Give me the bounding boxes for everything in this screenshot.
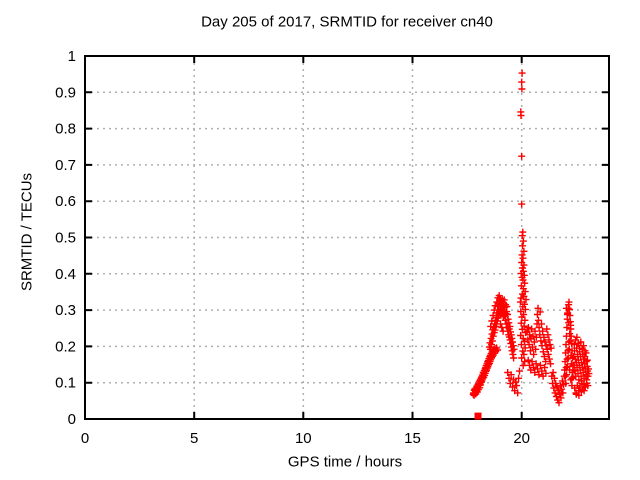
y-tick-label: 0	[68, 411, 76, 428]
plus-markers	[469, 69, 593, 407]
y-tick-label: 0.1	[55, 375, 76, 392]
y-tick-label: 0.4	[55, 266, 76, 283]
x-axis-label: GPS time / hours	[287, 453, 403, 471]
y-tick-label: 0.6	[55, 193, 76, 210]
scatter-points	[469, 69, 593, 420]
x-tick-label: 20	[513, 430, 530, 447]
x-tick-label: 10	[295, 430, 312, 447]
grid-lines	[85, 56, 609, 419]
y-tick-label: 0.3	[55, 302, 76, 319]
x-tick-label: 5	[190, 430, 198, 447]
y-tick-label: 0.2	[55, 338, 76, 355]
x-tick-label: 0	[81, 430, 89, 447]
x-tick-label: 15	[404, 430, 421, 447]
y-tick-label: 0.9	[55, 84, 76, 101]
y-tick-label: 0.7	[55, 157, 76, 174]
tick-labels: 0 5 10 15 20 0 0.1 0.2 0.3 0.4 0.5 0.6 0.7 0.8 0.9 1	[55, 48, 530, 447]
chart-title: Day 205 of 2017, SRMTID for receiver cn4…	[201, 13, 493, 31]
plot-border	[84, 55, 610, 420]
y-tick-label: 0.5	[55, 230, 76, 247]
y-tick-label: 0.8	[55, 121, 76, 138]
filled-square-marker	[474, 412, 482, 420]
y-tick-label: 1	[68, 48, 76, 65]
